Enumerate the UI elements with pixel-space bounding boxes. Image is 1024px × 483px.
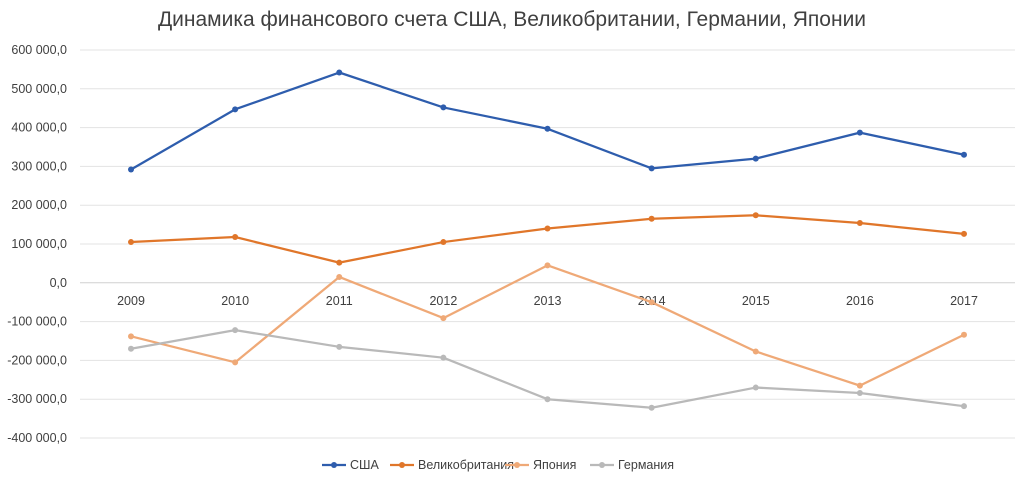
data-point — [544, 125, 551, 132]
data-point — [440, 104, 447, 111]
data-point — [752, 384, 759, 391]
data-point — [752, 212, 759, 219]
y-tick-label: 100 000,0 — [11, 237, 67, 251]
legend-marker — [399, 462, 405, 468]
chart-title: Динамика финансового счета США, Великобр… — [157, 8, 867, 31]
data-point — [752, 155, 759, 162]
legend-item: Великобритания — [390, 458, 514, 472]
data-point — [232, 106, 239, 113]
y-tick-label: 400 000,0 — [11, 121, 67, 135]
legend-label: Великобритания — [418, 458, 514, 472]
x-tick-label: 2016 — [846, 294, 874, 308]
legend-item: США — [322, 458, 379, 472]
y-tick-label: 200 000,0 — [11, 198, 67, 212]
series-line — [129, 214, 966, 264]
x-tick-label: 2017 — [950, 294, 978, 308]
data-point — [128, 345, 134, 352]
data-point — [440, 354, 447, 361]
data-point — [856, 389, 863, 396]
series-group — [128, 69, 967, 411]
y-tick-label: -100 000,0 — [7, 315, 67, 329]
data-point — [961, 151, 967, 158]
series-Великобритания — [128, 212, 967, 266]
series-США — [128, 69, 967, 173]
legend-label: Япония — [533, 458, 576, 472]
data-point — [961, 403, 967, 410]
x-tick-label: 2012 — [429, 294, 457, 308]
data-point — [128, 239, 134, 246]
data-point — [648, 165, 655, 172]
legend-marker — [514, 462, 520, 468]
series-Япония — [128, 262, 967, 389]
y-tick-label: 300 000,0 — [11, 159, 67, 173]
data-point — [752, 348, 759, 355]
x-tick-label: 2009 — [117, 294, 145, 308]
legend-item: Япония — [505, 458, 576, 472]
legend-marker — [599, 462, 605, 468]
y-tick-label: 600 000,0 — [11, 43, 67, 57]
x-axis-ticks: 200920102011201220132014201520162017 — [117, 294, 978, 308]
x-tick-label: 2011 — [326, 294, 353, 308]
y-tick-label: -400 000,0 — [7, 431, 67, 445]
series-line — [129, 264, 966, 387]
y-tick-label: 500 000,0 — [11, 82, 67, 96]
data-point — [648, 215, 655, 222]
data-point — [232, 359, 239, 366]
data-point — [648, 299, 655, 306]
data-point — [336, 69, 343, 76]
data-point — [544, 225, 551, 232]
data-point — [128, 166, 134, 173]
data-point — [961, 230, 967, 237]
data-point — [544, 396, 551, 403]
data-point — [648, 404, 655, 411]
y-tick-label: -300 000,0 — [7, 392, 67, 406]
data-point — [336, 273, 343, 280]
data-point — [856, 220, 863, 227]
data-point — [961, 331, 967, 338]
data-point — [336, 343, 343, 350]
data-point — [856, 129, 863, 136]
data-point — [544, 262, 551, 269]
legend-item: Германия — [590, 458, 674, 472]
legend: США Великобритания Япония Германия — [322, 458, 674, 472]
x-tick-label: 2013 — [534, 294, 562, 308]
series-line — [129, 329, 966, 409]
grid-lines — [80, 49, 1015, 439]
data-point — [128, 333, 134, 340]
data-point — [336, 259, 343, 266]
data-point — [440, 315, 447, 322]
series-Германия — [128, 327, 967, 411]
data-point — [232, 234, 239, 241]
data-point — [232, 327, 239, 334]
data-point — [440, 239, 447, 246]
legend-label: Германия — [618, 458, 674, 472]
legend-label: США — [350, 458, 379, 472]
series-line — [129, 71, 966, 171]
data-point — [856, 382, 863, 389]
y-tick-label: 0,0 — [50, 276, 67, 290]
y-axis-ticks: 600 000,0 500 000,0 400 000,0 300 000,0 200 … — [7, 43, 67, 445]
y-tick-label: -200 000,0 — [7, 353, 67, 367]
x-tick-label: 2010 — [221, 294, 249, 308]
x-tick-label: 2015 — [742, 294, 770, 308]
legend-marker — [331, 462, 337, 468]
